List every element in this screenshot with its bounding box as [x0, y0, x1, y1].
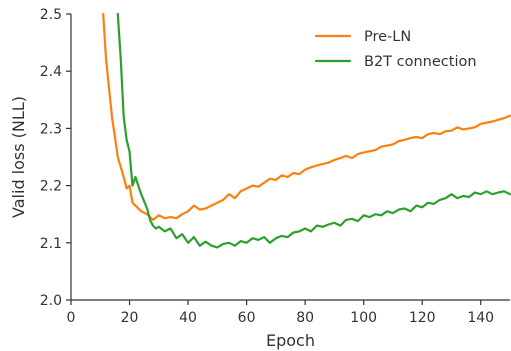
x-tick-label: 0	[67, 310, 76, 326]
axes	[70, 14, 510, 301]
series-line-b2t-connection	[116, 12, 511, 249]
y-axis-title: Valid loss (NLL)	[9, 96, 28, 218]
x-ticks: 0 20 40 60 80 100 120 140	[67, 300, 494, 326]
x-tick-label: 20	[121, 310, 139, 326]
y-tick-label: 2.3	[40, 121, 62, 137]
x-tick-label: 120	[409, 310, 436, 326]
series-line-pre-ln	[102, 12, 511, 221]
legend: Pre-LN B2T connection	[314, 29, 477, 70]
series-group	[102, 12, 511, 249]
x-tick-label: 100	[350, 310, 377, 326]
y-tick-label: 2.0	[40, 293, 62, 309]
x-tick-label: 140	[467, 310, 494, 326]
x-tick-label: 40	[179, 310, 197, 326]
y-tick-label: 2.4	[40, 64, 62, 80]
legend-label-pre-ln: Pre-LN	[364, 29, 411, 45]
y-ticks: 2.0 2.1 2.2 2.3 2.4 2.5	[40, 7, 71, 309]
x-axis-title: Epoch	[266, 331, 315, 350]
y-tick-label: 2.1	[40, 236, 62, 252]
x-tick-label: 80	[296, 310, 314, 326]
y-tick-label: 2.5	[40, 7, 62, 23]
x-tick-label: 60	[238, 310, 256, 326]
legend-label-b2t: B2T connection	[364, 54, 477, 70]
y-tick-label: 2.2	[40, 179, 62, 195]
